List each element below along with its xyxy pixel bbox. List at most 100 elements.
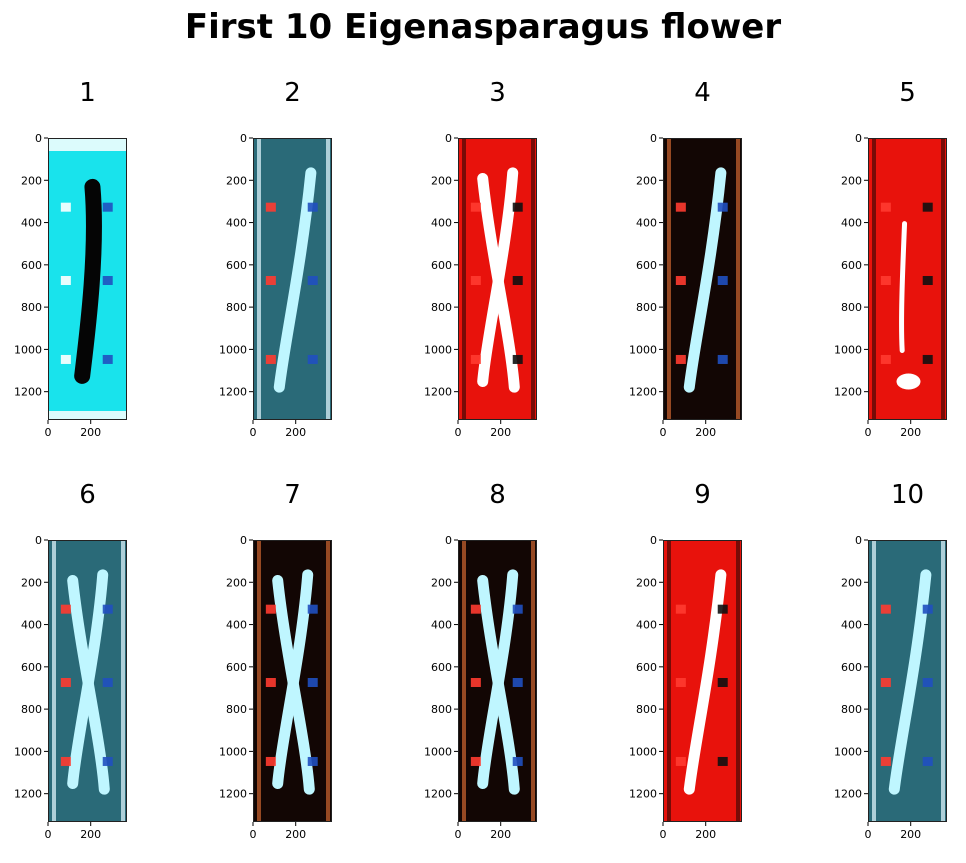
panel-7: 7 0 200 400 600 800 1000 1200 0 200 (205, 478, 342, 846)
y-tick-label: 800 (21, 703, 42, 716)
x-tick-label: 0 (865, 426, 872, 439)
y-tick-label: 1000 (834, 745, 862, 758)
y-tick-label: 600 (226, 661, 247, 674)
y-tick-label: 200 (226, 174, 247, 187)
y-tick-label: 1200 (629, 386, 657, 399)
panel-8: 8 0 200 400 600 800 1000 1200 0 200 (410, 478, 547, 846)
x-tick-label: 0 (45, 828, 52, 841)
y-tick-label: 0 (445, 534, 452, 547)
x-tick-label: 200 (695, 426, 716, 439)
y-tick-label: 600 (21, 259, 42, 272)
panel-axes: 0 200 400 600 800 1000 1200 0 200 (0, 76, 139, 446)
panel-10: 10 0 200 400 600 800 1000 1200 0 200 (820, 478, 957, 846)
y-tick-label: 0 (35, 534, 42, 547)
y-tick-label: 1000 (14, 745, 42, 758)
y-tick-label: 800 (226, 301, 247, 314)
y-tick-label: 800 (431, 703, 452, 716)
y-tick-label: 1200 (14, 386, 42, 399)
y-tick-label: 200 (226, 576, 247, 589)
panel-3: 3 0 200 400 600 800 1000 1200 0 200 (410, 76, 547, 444)
y-tick-label: 1000 (424, 745, 452, 758)
y-tick-label: 600 (841, 661, 862, 674)
panel-axes: 0 200 400 600 800 1000 1200 0 200 (820, 76, 959, 446)
panel-axes: 0 200 400 600 800 1000 1200 0 200 (615, 478, 754, 848)
panel-axes: 0 200 400 600 800 1000 1200 0 200 (205, 76, 344, 446)
x-tick-label: 200 (80, 828, 101, 841)
y-tick-label: 800 (841, 301, 862, 314)
y-tick-label: 800 (841, 703, 862, 716)
y-tick-label: 1000 (834, 343, 862, 356)
y-tick-label: 400 (226, 217, 247, 230)
y-tick-label: 1200 (219, 386, 247, 399)
x-tick-label: 200 (695, 828, 716, 841)
y-tick-label: 400 (431, 619, 452, 632)
y-tick-label: 0 (240, 534, 247, 547)
y-tick-label: 400 (431, 217, 452, 230)
y-tick-label: 0 (445, 132, 452, 145)
y-tick-label: 200 (841, 576, 862, 589)
y-tick-label: 0 (240, 132, 247, 145)
y-tick-label: 200 (841, 174, 862, 187)
y-tick-label: 200 (431, 576, 452, 589)
x-tick-label: 200 (490, 828, 511, 841)
y-tick-label: 1200 (834, 788, 862, 801)
x-tick-label: 200 (285, 426, 306, 439)
y-tick-label: 800 (636, 301, 657, 314)
x-tick-label: 200 (900, 426, 921, 439)
panel-axes: 0 200 400 600 800 1000 1200 0 200 (0, 478, 139, 848)
y-tick-label: 200 (431, 174, 452, 187)
y-tick-label: 1200 (424, 386, 452, 399)
y-tick-label: 1000 (424, 343, 452, 356)
y-tick-label: 400 (841, 619, 862, 632)
figure-title: First 10 Eigenasparagus flower (0, 6, 966, 48)
x-tick-label: 200 (285, 828, 306, 841)
y-tick-label: 800 (431, 301, 452, 314)
y-tick-label: 1200 (219, 788, 247, 801)
y-tick-label: 600 (431, 259, 452, 272)
x-tick-label: 0 (865, 828, 872, 841)
panel-1: 1 0 200 400 600 800 1000 1200 0 200 (0, 76, 137, 444)
x-tick-label: 200 (900, 828, 921, 841)
x-tick-label: 0 (250, 828, 257, 841)
x-tick-label: 0 (455, 828, 462, 841)
y-tick-label: 600 (431, 661, 452, 674)
y-tick-label: 0 (35, 132, 42, 145)
panel-5: 5 0 200 400 600 800 1000 1200 0 200 (820, 76, 957, 444)
y-tick-label: 1000 (219, 343, 247, 356)
panel-axes: 0 200 400 600 800 1000 1200 0 200 (410, 76, 549, 446)
y-tick-label: 400 (226, 619, 247, 632)
y-tick-label: 200 (21, 174, 42, 187)
x-tick-label: 0 (250, 426, 257, 439)
x-tick-label: 0 (455, 426, 462, 439)
y-tick-label: 400 (841, 217, 862, 230)
y-tick-label: 1000 (629, 343, 657, 356)
y-tick-label: 0 (650, 534, 657, 547)
x-tick-label: 0 (660, 426, 667, 439)
y-tick-label: 0 (650, 132, 657, 145)
x-tick-label: 0 (660, 828, 667, 841)
y-tick-label: 400 (21, 217, 42, 230)
y-tick-label: 200 (636, 174, 657, 187)
y-tick-label: 0 (855, 132, 862, 145)
x-tick-label: 200 (80, 426, 101, 439)
y-tick-label: 200 (636, 576, 657, 589)
y-tick-label: 600 (21, 661, 42, 674)
x-tick-label: 200 (490, 426, 511, 439)
y-tick-label: 1000 (219, 745, 247, 758)
y-tick-label: 400 (636, 217, 657, 230)
y-tick-label: 800 (636, 703, 657, 716)
y-tick-label: 1200 (14, 788, 42, 801)
panel-axes: 0 200 400 600 800 1000 1200 0 200 (615, 76, 754, 446)
y-tick-label: 1000 (629, 745, 657, 758)
y-tick-label: 0 (855, 534, 862, 547)
y-tick-label: 1200 (834, 386, 862, 399)
y-tick-label: 1200 (424, 788, 452, 801)
y-tick-label: 1000 (14, 343, 42, 356)
y-tick-label: 600 (226, 259, 247, 272)
panel-axes: 0 200 400 600 800 1000 1200 0 200 (820, 478, 959, 848)
y-tick-label: 400 (636, 619, 657, 632)
y-tick-label: 600 (636, 661, 657, 674)
y-tick-label: 1200 (629, 788, 657, 801)
y-tick-label: 800 (226, 703, 247, 716)
panel-9: 9 0 200 400 600 800 1000 1200 0 200 (615, 478, 752, 846)
